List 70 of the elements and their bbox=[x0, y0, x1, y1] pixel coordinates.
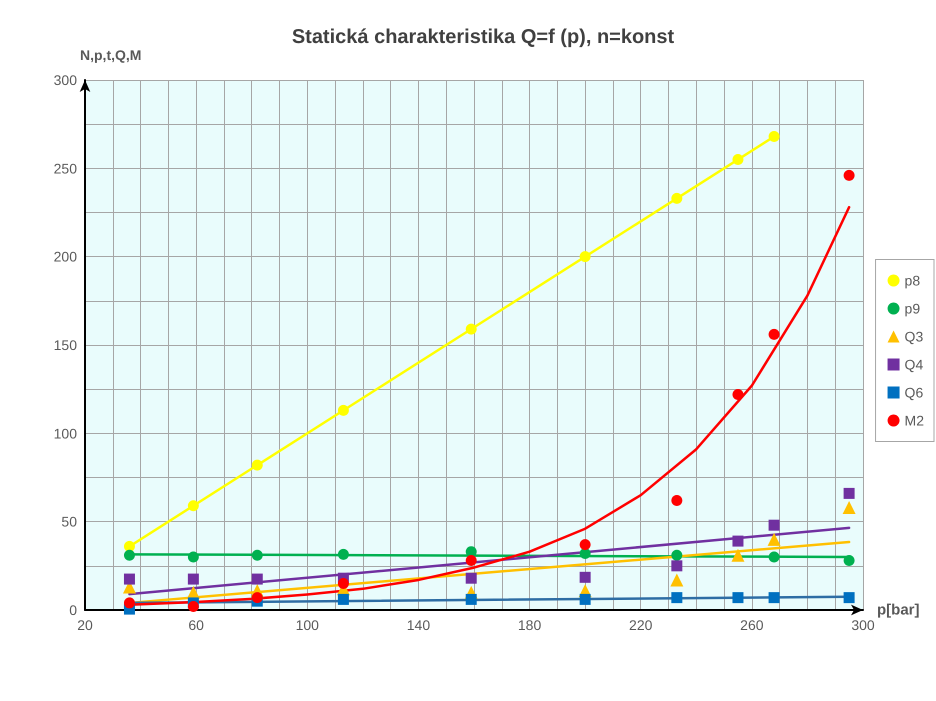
point bbox=[732, 388, 744, 400]
point bbox=[124, 550, 135, 561]
point bbox=[466, 324, 477, 335]
y-axis-title: N,p,t,Q,M bbox=[80, 47, 142, 63]
x-tick-label: 220 bbox=[629, 617, 653, 633]
point bbox=[844, 555, 855, 566]
point bbox=[580, 539, 591, 550]
x-tick-label: 100 bbox=[296, 617, 320, 633]
x-tick-label: 140 bbox=[406, 617, 430, 633]
point bbox=[842, 501, 856, 514]
point bbox=[338, 594, 349, 605]
y-tick-label: 250 bbox=[54, 160, 78, 176]
y-tick-label: 300 bbox=[54, 72, 78, 88]
point bbox=[671, 192, 682, 204]
point bbox=[768, 520, 780, 531]
point bbox=[188, 574, 199, 585]
legend-label: Q6 bbox=[904, 384, 924, 400]
legend-label: Q3 bbox=[904, 328, 924, 344]
point bbox=[338, 548, 349, 560]
point bbox=[188, 500, 199, 512]
point bbox=[466, 594, 477, 605]
legend-label: Q4 bbox=[904, 356, 924, 372]
point bbox=[466, 572, 477, 584]
x-tick-label: 180 bbox=[518, 617, 542, 633]
point bbox=[580, 594, 591, 605]
y-tick-label: 50 bbox=[61, 514, 78, 530]
x-tick-label: 300 bbox=[851, 617, 875, 633]
y-tick-label: 100 bbox=[54, 425, 78, 442]
point bbox=[732, 592, 744, 604]
point bbox=[671, 560, 682, 572]
point bbox=[732, 154, 744, 165]
point bbox=[671, 494, 682, 506]
point bbox=[768, 552, 780, 562]
y-tick-label: 150 bbox=[54, 337, 78, 353]
point bbox=[671, 592, 682, 604]
point bbox=[732, 536, 744, 547]
point bbox=[188, 552, 199, 562]
x-tick-label: 60 bbox=[188, 617, 204, 633]
legend-label: M2 bbox=[904, 412, 924, 428]
point bbox=[768, 592, 780, 604]
point bbox=[124, 574, 135, 585]
point bbox=[580, 572, 591, 583]
point bbox=[670, 573, 684, 586]
point bbox=[252, 460, 263, 471]
y-tick-label: 0 bbox=[69, 602, 78, 618]
point bbox=[731, 548, 744, 562]
point bbox=[124, 597, 135, 608]
point bbox=[338, 404, 349, 416]
point bbox=[580, 251, 591, 262]
legend-label: p8 bbox=[904, 272, 920, 288]
point bbox=[466, 555, 477, 566]
point bbox=[252, 550, 263, 561]
point bbox=[844, 592, 855, 604]
point bbox=[188, 600, 199, 612]
x-tick-label: 20 bbox=[77, 617, 93, 633]
point bbox=[844, 170, 855, 181]
point bbox=[844, 488, 855, 499]
x-axis-title: p[bar] bbox=[877, 602, 920, 618]
x-tick-label: 260 bbox=[740, 617, 764, 633]
point bbox=[768, 532, 781, 546]
point bbox=[671, 550, 682, 561]
legend-label: p9 bbox=[904, 300, 920, 316]
y-tick-label: 200 bbox=[54, 248, 78, 265]
point bbox=[768, 131, 780, 142]
point bbox=[580, 548, 591, 559]
point bbox=[252, 574, 263, 585]
point bbox=[768, 328, 780, 340]
chart-title: Statická charakteristika Q=f (p), n=konst bbox=[292, 26, 675, 48]
point bbox=[338, 578, 349, 589]
point bbox=[252, 592, 263, 604]
